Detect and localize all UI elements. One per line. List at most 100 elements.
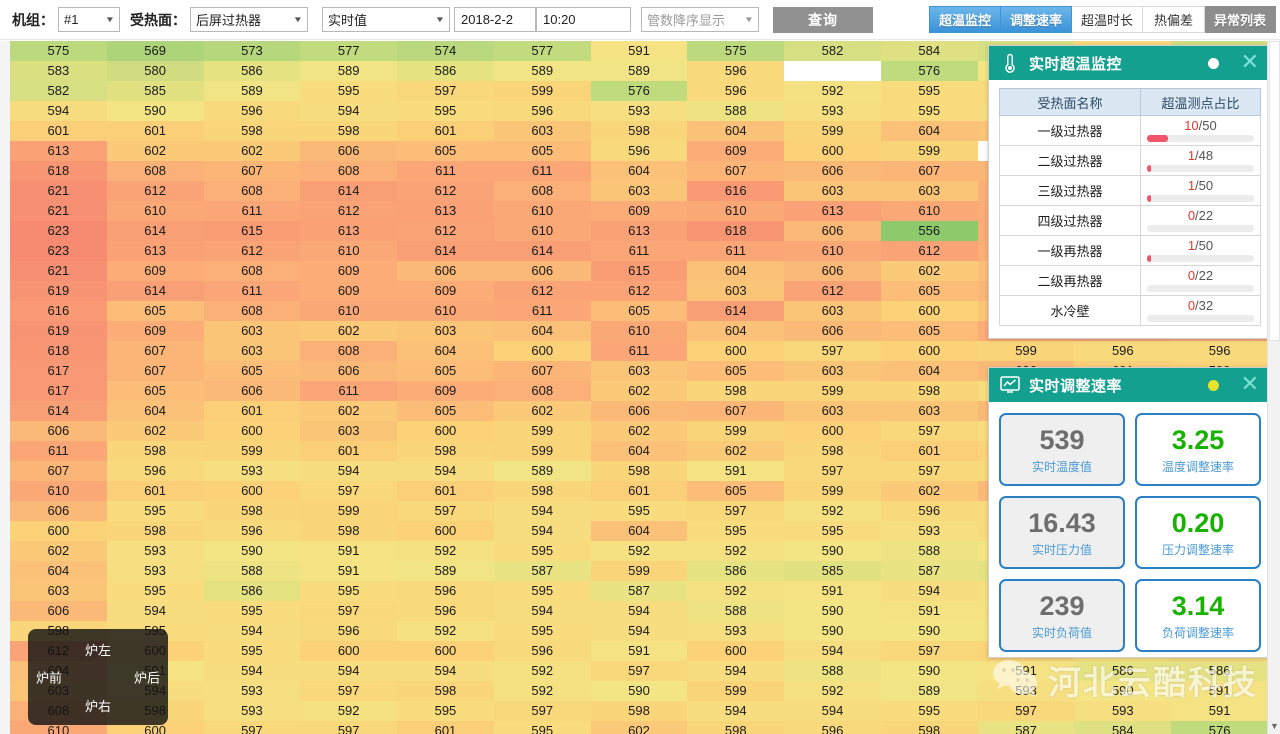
heatmap-cell[interactable]: 598: [880, 721, 978, 734]
heatmap-cell[interactable]: 594: [590, 601, 688, 621]
heatmap-cell[interactable]: 605: [397, 141, 494, 161]
table-row[interactable]: 一级再热器 1/50: [999, 235, 1262, 266]
heatmap-cell[interactable]: 604: [106, 401, 204, 421]
heatmap-cell[interactable]: 595: [300, 81, 398, 101]
heatmap-cell[interactable]: 598: [590, 701, 688, 721]
heatmap-cell[interactable]: 609: [590, 201, 688, 221]
heatmap-cell[interactable]: 607: [880, 161, 978, 181]
heatmap-cell[interactable]: 586: [687, 561, 785, 581]
heatmap-cell[interactable]: 603: [590, 361, 688, 381]
heatmap-cell[interactable]: 597: [203, 721, 301, 734]
heatmap-cell[interactable]: 598: [880, 381, 978, 401]
heatmap-cell[interactable]: 602: [590, 381, 688, 401]
heatmap-cell[interactable]: 605: [880, 321, 978, 341]
heatmap-cell[interactable]: 605: [493, 141, 591, 161]
heatmap-cell[interactable]: 590: [203, 541, 301, 561]
heatmap-cell[interactable]: 586: [1074, 661, 1172, 681]
surface-select[interactable]: 后屏过热器 ▼: [190, 7, 308, 32]
heatmap-cell[interactable]: 597: [784, 341, 881, 361]
heatmap-cell[interactable]: 592: [784, 81, 881, 101]
heatmap-cell[interactable]: 598: [590, 121, 688, 141]
heatmap-cell[interactable]: 615: [590, 261, 688, 281]
heatmap-cell[interactable]: 602: [880, 481, 978, 501]
heatmap-cell[interactable]: 597: [493, 701, 591, 721]
heatmap-cell[interactable]: 595: [590, 501, 688, 521]
heatmap-cell[interactable]: 618: [687, 221, 785, 241]
heatmap-cell[interactable]: 604: [397, 341, 494, 361]
heatmap-cell[interactable]: 612: [784, 281, 881, 301]
heatmap-cell[interactable]: 591: [1171, 681, 1268, 701]
heatmap-cell[interactable]: 610: [300, 301, 398, 321]
heatmap-cell[interactable]: 604: [880, 361, 978, 381]
heatmap-cell[interactable]: 600: [880, 341, 978, 361]
time-input[interactable]: 10:20: [536, 7, 631, 32]
heatmap-cell[interactable]: 603: [687, 281, 785, 301]
heatmap-cell[interactable]: 596: [687, 61, 785, 81]
heatmap-cell[interactable]: 599: [493, 441, 591, 461]
heatmap-cell[interactable]: 605: [687, 361, 785, 381]
heatmap-cell[interactable]: 598: [493, 481, 591, 501]
heatmap-cell[interactable]: 593: [784, 101, 881, 121]
heatmap-cell[interactable]: 600: [880, 301, 978, 321]
heatmap-cell[interactable]: 608: [493, 381, 591, 401]
heatmap-cell[interactable]: 621: [10, 181, 107, 201]
heatmap-cell[interactable]: 599: [784, 121, 881, 141]
heatmap-cell[interactable]: 610: [10, 481, 107, 501]
heatmap-cell[interactable]: 591: [300, 541, 398, 561]
heatmap-cell[interactable]: 619: [10, 281, 107, 301]
heatmap-cell[interactable]: 599: [784, 381, 881, 401]
heatmap-cell[interactable]: 592: [687, 581, 785, 601]
heatmap-cell[interactable]: 596: [397, 601, 494, 621]
heatmap-cell[interactable]: 604: [493, 321, 591, 341]
heatmap-cell[interactable]: 591: [590, 641, 688, 661]
heatmap-cell[interactable]: 613: [590, 221, 688, 241]
heatmap-cell[interactable]: 613: [397, 201, 494, 221]
heatmap-cell[interactable]: 604: [687, 321, 785, 341]
heatmap-cell[interactable]: 593: [203, 681, 301, 701]
heatmap-cell[interactable]: 608: [203, 181, 301, 201]
heatmap-cell[interactable]: 603: [784, 181, 881, 201]
heatmap-cell[interactable]: 592: [590, 541, 688, 561]
heatmap-cell[interactable]: 608: [203, 301, 301, 321]
heatmap-cell[interactable]: 591: [784, 581, 881, 601]
heatmap-cell[interactable]: 604: [880, 121, 978, 141]
heatmap-cell[interactable]: 612: [397, 181, 494, 201]
heatmap-cell[interactable]: 594: [10, 101, 107, 121]
heatmap-cell[interactable]: 593: [1074, 701, 1172, 721]
heatmap-cell[interactable]: 599: [300, 501, 398, 521]
tab-4[interactable]: 异常列表: [1205, 6, 1277, 33]
heatmap-cell[interactable]: 603: [784, 401, 881, 421]
heatmap-cell[interactable]: 612: [880, 241, 978, 261]
heatmap-cell[interactable]: 597: [397, 81, 494, 101]
heatmap-cell[interactable]: 593: [203, 701, 301, 721]
heatmap-cell[interactable]: 610: [397, 301, 494, 321]
heatmap-cell[interactable]: 601: [203, 401, 301, 421]
heatmap-cell[interactable]: 597: [300, 601, 398, 621]
heatmap-cell[interactable]: 603: [300, 421, 398, 441]
heatmap-cell[interactable]: 607: [10, 461, 107, 481]
heatmap-cell[interactable]: 610: [590, 321, 688, 341]
heatmap-cell[interactable]: 592: [397, 621, 494, 641]
heatmap-cell[interactable]: 609: [300, 261, 398, 281]
heatmap-cell[interactable]: 602: [880, 261, 978, 281]
heatmap-cell[interactable]: 596: [1074, 341, 1172, 361]
heatmap-cell[interactable]: 599: [493, 421, 591, 441]
heatmap-cell[interactable]: 600: [203, 421, 301, 441]
heatmap-cell[interactable]: 586: [203, 61, 301, 81]
heatmap-cell[interactable]: 592: [493, 661, 591, 681]
heatmap-cell[interactable]: 606: [784, 221, 881, 241]
heatmap-cell[interactable]: 595: [203, 601, 301, 621]
heatmap-cell[interactable]: 591: [300, 561, 398, 581]
heatmap-cell[interactable]: 594: [106, 601, 204, 621]
heatmap-cell[interactable]: 596: [784, 721, 881, 734]
heatmap-cell[interactable]: 603: [784, 361, 881, 381]
heatmap-cell[interactable]: 592: [784, 681, 881, 701]
heatmap-cell[interactable]: 602: [590, 721, 688, 734]
heatmap-cell[interactable]: 593: [687, 621, 785, 641]
heatmap-cell[interactable]: 590: [784, 601, 881, 621]
heatmap-cell[interactable]: 595: [493, 541, 591, 561]
heatmap-cell[interactable]: 586: [1171, 661, 1268, 681]
heatmap-cell[interactable]: 611: [590, 341, 688, 361]
heatmap-cell[interactable]: 599: [687, 681, 785, 701]
heatmap-cell[interactable]: 594: [397, 461, 494, 481]
